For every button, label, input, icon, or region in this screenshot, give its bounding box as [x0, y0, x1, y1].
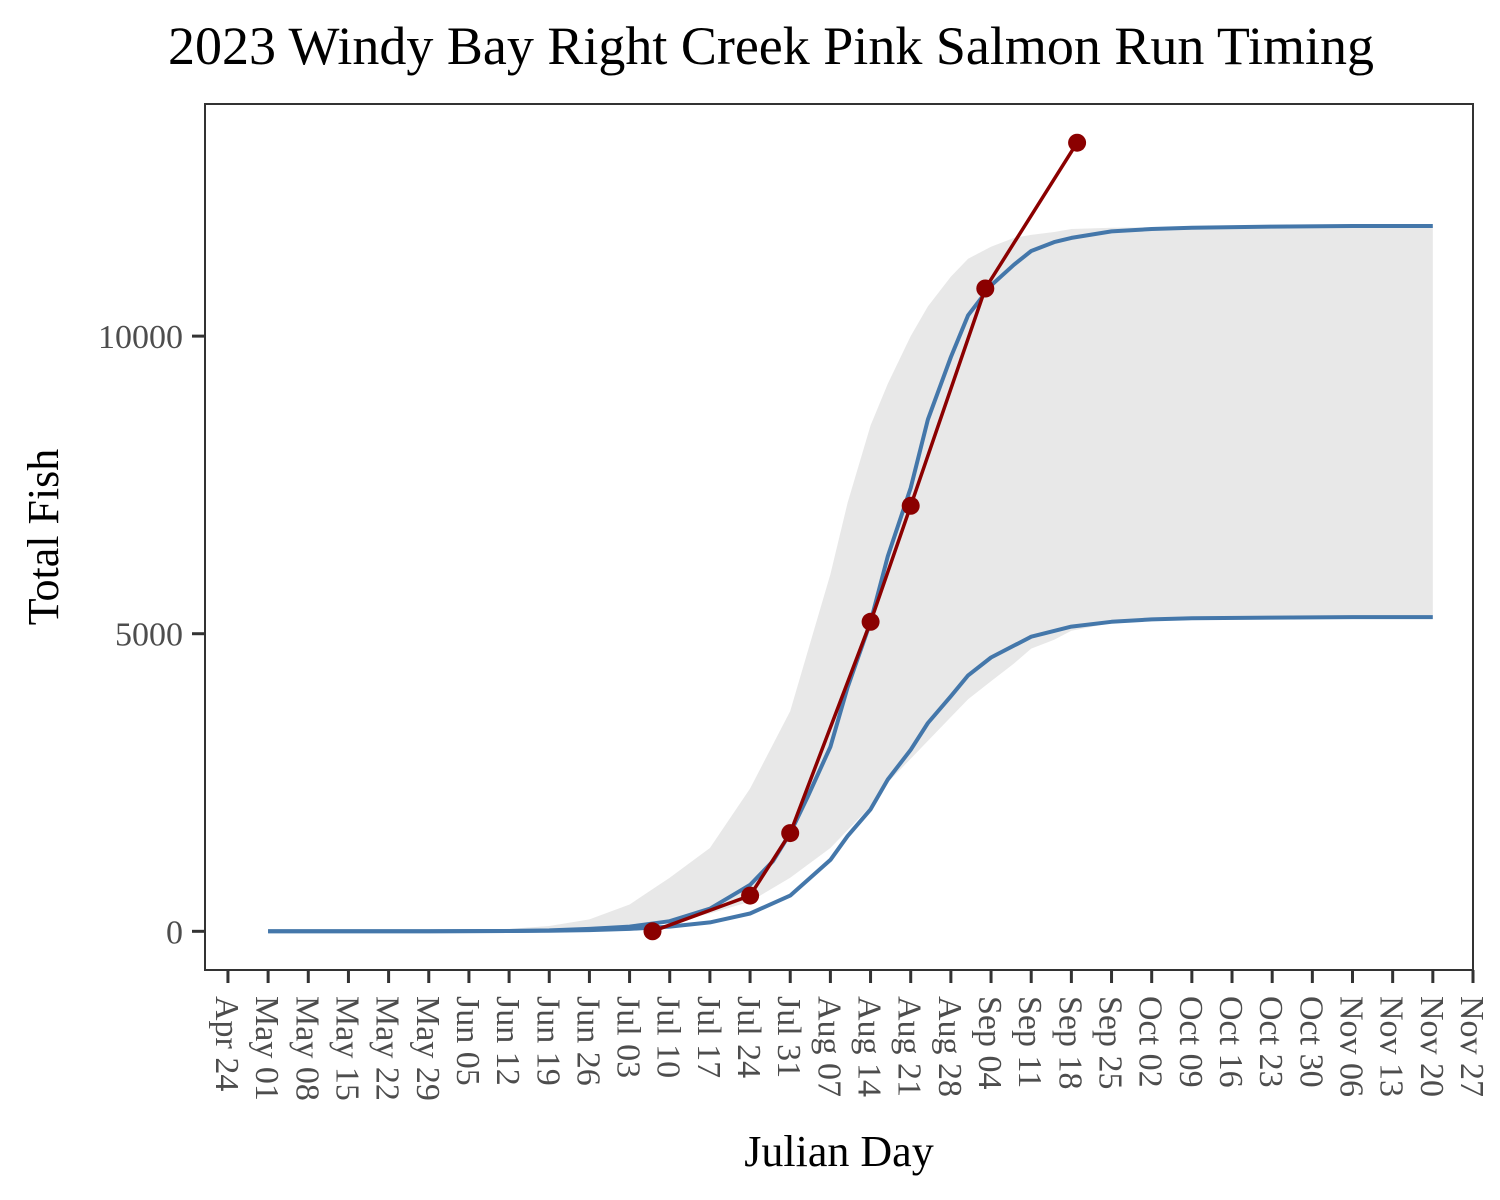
envelope-band-layer — [268, 226, 1433, 932]
x-tick-label: Oct 30 — [1292, 996, 1329, 1088]
x-axis-title: Julian Day — [744, 1127, 933, 1176]
x-tick-label: Aug 21 — [891, 996, 928, 1097]
y-tick-label: 10000 — [98, 319, 183, 356]
x-tick-label: Jul 24 — [730, 996, 767, 1078]
x-tick-label: Jun 26 — [569, 996, 606, 1086]
x-tick-label: May 01 — [248, 996, 285, 1101]
x-tick-label: May 22 — [369, 996, 406, 1101]
x-tick-label: Sep 25 — [1092, 996, 1129, 1090]
x-tick-label: Oct 09 — [1172, 996, 1209, 1088]
y-axis: 0 5000 10000 — [98, 319, 205, 951]
confidence-band — [268, 226, 1433, 932]
x-tick-label: Sep 11 — [1011, 996, 1048, 1088]
x-tick-label: Jun 12 — [489, 996, 526, 1086]
x-tick-label: Jun 05 — [449, 996, 486, 1086]
observed-point — [643, 922, 662, 941]
observed-point — [741, 886, 760, 905]
x-tick-label: Nov 20 — [1413, 996, 1450, 1097]
x-tick-label: Sep 04 — [971, 996, 1008, 1090]
y-tick-label: 0 — [166, 914, 183, 951]
lower-curve — [268, 615, 1433, 934]
x-tick-label: Apr 24 — [208, 996, 245, 1091]
observed-point — [976, 279, 995, 298]
x-tick-label: Nov 06 — [1333, 996, 1370, 1097]
x-tick-label: Jul 31 — [770, 996, 807, 1078]
x-tick-label: May 29 — [409, 996, 446, 1101]
x-tick-label: Sep 18 — [1051, 996, 1088, 1090]
x-tick-label: Oct 02 — [1132, 996, 1169, 1088]
observed-point — [901, 496, 920, 515]
series-layer — [268, 133, 1433, 941]
x-tick-label: May 08 — [288, 996, 325, 1101]
x-tick-label: Oct 23 — [1252, 996, 1289, 1088]
x-tick-label: Jun 19 — [529, 996, 566, 1086]
x-tick-label: Aug 07 — [810, 996, 847, 1097]
observed-point — [1068, 133, 1087, 152]
x-tick-label: Jul 03 — [610, 996, 647, 1078]
x-axis: Apr 24 May 01 May 08 May 15 May 22 May 29 Jun … — [208, 970, 1490, 1101]
x-tick-label: Jul 17 — [690, 996, 727, 1078]
y-tick-label: 5000 — [115, 617, 183, 654]
x-tick-label: Nov 27 — [1453, 996, 1490, 1097]
x-tick-label: May 15 — [328, 996, 365, 1101]
x-tick-label: Aug 28 — [931, 996, 968, 1097]
observed-point — [781, 824, 800, 843]
chart-title: 2023 Windy Bay Right Creek Pink Salmon R… — [168, 16, 1374, 76]
observed-point — [861, 612, 880, 631]
y-axis-title: Total Fish — [19, 449, 68, 626]
x-tick-label: Jul 10 — [650, 996, 687, 1078]
x-tick-label: Oct 16 — [1212, 996, 1249, 1088]
x-tick-label: Aug 14 — [851, 996, 888, 1097]
x-tick-label: Nov 13 — [1373, 996, 1410, 1097]
